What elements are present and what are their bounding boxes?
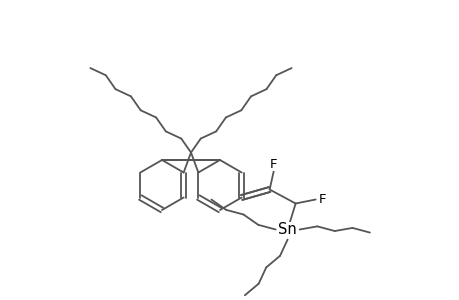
- Text: F: F: [318, 193, 326, 206]
- Text: F: F: [269, 158, 277, 171]
- Text: Sn: Sn: [278, 222, 297, 237]
